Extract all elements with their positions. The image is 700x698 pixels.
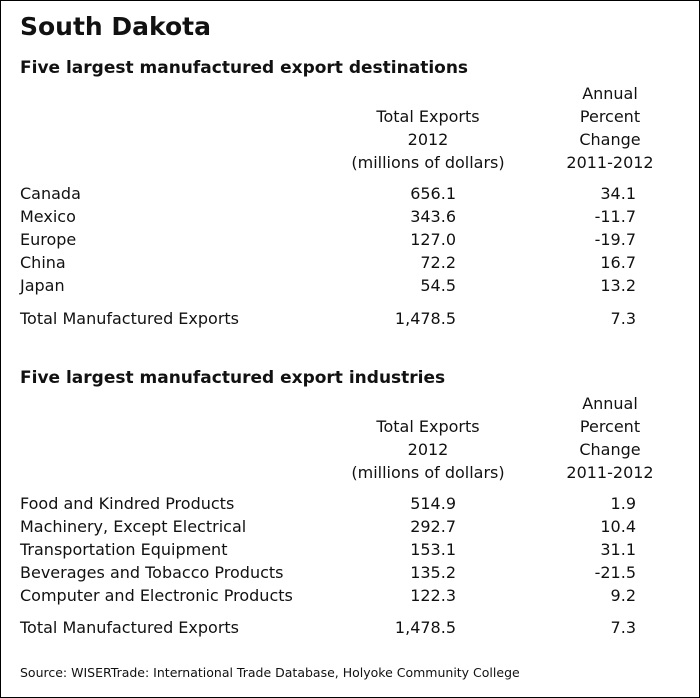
row-change: 10.4 [600, 517, 636, 536]
row-label: China [20, 253, 66, 272]
row-label: Canada [20, 184, 81, 203]
header-line: 2012 [407, 130, 449, 149]
row-change: 9.2 [610, 586, 636, 605]
industries-col1-header: Total Exports 2012 (millions of dollars) [338, 415, 518, 484]
row-exports: 135.2 [410, 563, 456, 582]
row-label: Food and Kindred Products [20, 494, 235, 513]
header-line: 2012 [407, 440, 449, 459]
row-change: 13.2 [600, 276, 636, 295]
industries-col2-header: Annual Percent Change 2011-2012 [555, 392, 665, 484]
header-line: Annual [582, 394, 638, 413]
row-exports: 72.2 [420, 253, 456, 272]
row-exports: 343.6 [410, 207, 456, 226]
row-change: 16.7 [600, 253, 636, 272]
total-change: 7.3 [610, 309, 636, 328]
destinations-heading: Five largest manufactured export destina… [20, 58, 469, 78]
row-exports: 656.1 [410, 184, 456, 203]
row-change: 31.1 [600, 540, 636, 559]
total-change: 7.3 [610, 618, 636, 637]
header-line: Percent [579, 107, 641, 126]
row-change: 34.1 [600, 184, 636, 203]
row-label: Machinery, Except Electrical [20, 517, 247, 536]
page-title: South Dakota [20, 12, 212, 41]
row-change: -19.7 [594, 230, 636, 249]
row-exports: 153.1 [410, 540, 456, 559]
row-exports: 292.7 [410, 517, 456, 536]
header-line: Annual [582, 84, 638, 103]
row-change: 1.9 [610, 494, 636, 513]
destinations-col1-header: Total Exports 2012 (millions of dollars) [338, 105, 518, 174]
header-line: 2011-2012 [566, 153, 654, 172]
destinations-col2-header: Annual Percent Change 2011-2012 [555, 82, 665, 174]
header-line: Percent [579, 417, 641, 436]
header-line: Total Exports [376, 417, 480, 436]
header-line: (millions of dollars) [351, 153, 505, 172]
row-exports: 127.0 [410, 230, 456, 249]
row-exports: 122.3 [410, 586, 456, 605]
row-change: -21.5 [594, 563, 636, 582]
total-exports: 1,478.5 [394, 618, 456, 637]
row-label: Computer and Electronic Products [20, 586, 293, 605]
header-line: 2011-2012 [566, 463, 654, 482]
row-label: Beverages and Tobacco Products [20, 563, 284, 582]
row-label: Europe [20, 230, 77, 249]
total-exports: 1,478.5 [394, 309, 456, 328]
total-label: Total Manufactured Exports [20, 618, 240, 637]
row-exports: 54.5 [420, 276, 456, 295]
total-label: Total Manufactured Exports [20, 309, 240, 328]
header-line: Change [579, 440, 641, 459]
row-exports: 514.9 [410, 494, 456, 513]
header-line: Change [579, 130, 641, 149]
row-label: Transportation Equipment [20, 540, 228, 559]
source-note: Source: WISERTrade: International Trade … [20, 665, 520, 680]
row-label: Japan [20, 276, 65, 295]
industries-heading: Five largest manufactured export industr… [20, 368, 446, 388]
row-change: -11.7 [594, 207, 636, 226]
header-line: Total Exports [376, 107, 480, 126]
header-line: (millions of dollars) [351, 463, 505, 482]
row-label: Mexico [20, 207, 76, 226]
